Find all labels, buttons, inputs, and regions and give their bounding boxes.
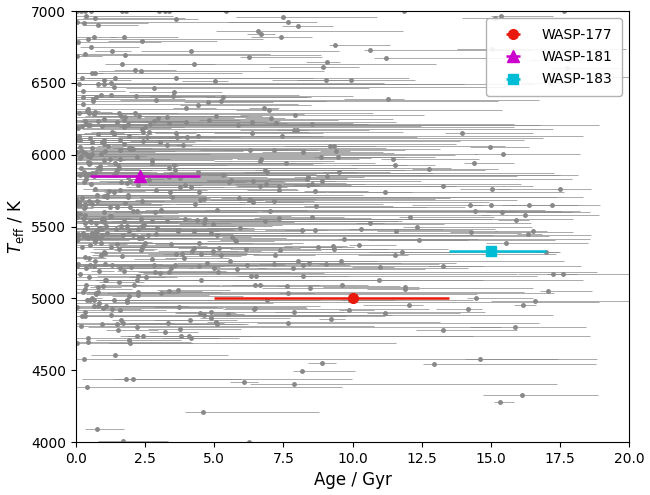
X-axis label: Age / Gyr: Age / Gyr	[313, 471, 391, 490]
Legend: WASP-177, WASP-181, WASP-183: WASP-177, WASP-181, WASP-183	[486, 18, 622, 96]
Y-axis label: $T_{\rm eff}$ / K: $T_{\rm eff}$ / K	[6, 199, 25, 254]
